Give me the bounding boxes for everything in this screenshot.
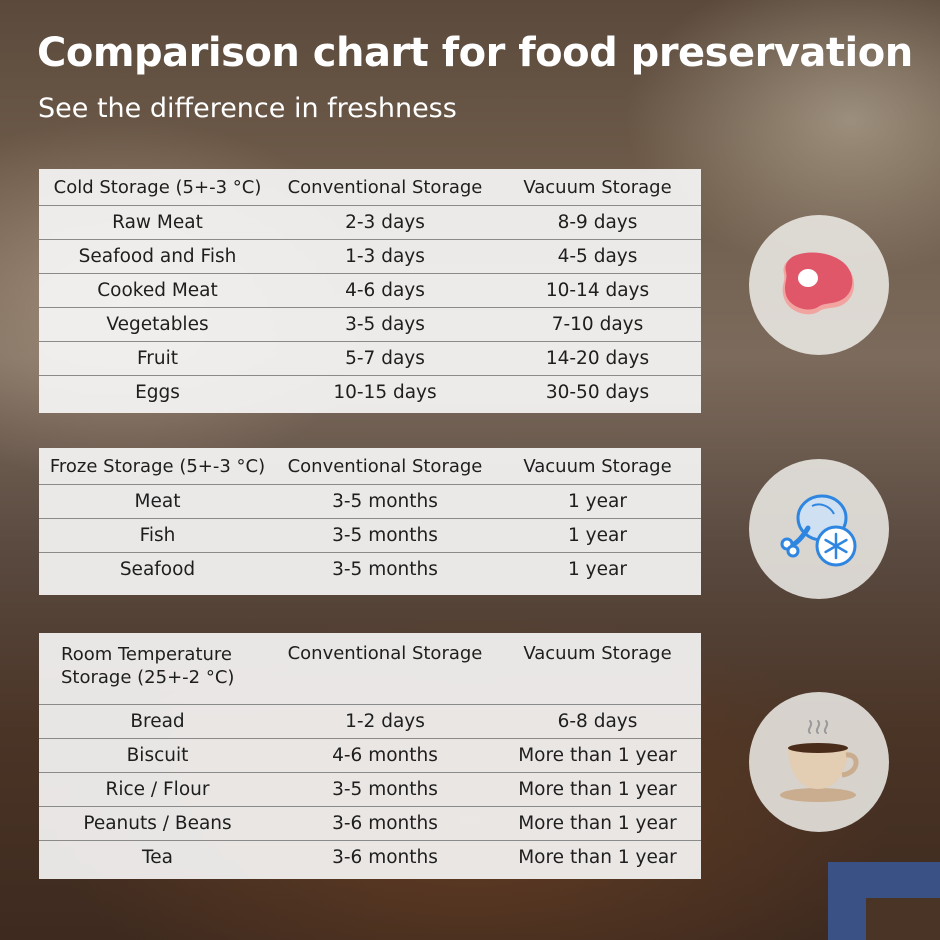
- conventional-duration: 3-5 months: [332, 779, 438, 800]
- vacuum-duration: 8-9 days: [557, 212, 638, 233]
- column-header-conventional: Conventional Storage: [287, 455, 483, 477]
- table-header-row: Room Temperature Storage (25+-2 °C) Conv…: [39, 633, 701, 704]
- coffee-cup-icon: [780, 720, 859, 802]
- vacuum-duration: 1 year: [568, 559, 627, 580]
- page-subtitle: See the difference in freshness: [38, 93, 457, 124]
- page-title: Comparison chart for food preservation: [37, 30, 913, 76]
- food-name: Fruit: [136, 348, 179, 369]
- vacuum-duration: 6-8 days: [557, 711, 638, 732]
- vacuum-duration: 7-10 days: [551, 314, 644, 335]
- food-name: Tea: [142, 847, 173, 868]
- table-row: Raw Meat 2-3 days 8-9 days: [39, 205, 701, 239]
- vacuum-duration: 10-14 days: [545, 280, 650, 301]
- table-row: Rice / Flour 3-5 months More than 1 year: [39, 772, 701, 806]
- frozen-meat-snowflake-icon: [780, 494, 857, 567]
- food-name: Vegetables: [106, 314, 209, 335]
- table-row: Seafood 3-5 months 1 year: [39, 552, 701, 586]
- steak-icon: [782, 252, 855, 315]
- vacuum-duration: More than 1 year: [518, 813, 677, 834]
- frozen-meat-icon-badge: [749, 459, 889, 599]
- column-header-vacuum: Vacuum Storage: [523, 643, 672, 664]
- table-header-row: Froze Storage (5+-3 °C) Conventional Sto…: [39, 448, 701, 484]
- food-name: Bread: [130, 711, 185, 732]
- vacuum-duration: 1 year: [568, 491, 627, 512]
- vacuum-duration: More than 1 year: [518, 847, 677, 868]
- table-row: Cooked Meat 4-6 days 10-14 days: [39, 273, 701, 307]
- table-row: Eggs 10-15 days 30-50 days: [39, 375, 701, 409]
- vacuum-duration: 14-20 days: [545, 348, 650, 369]
- conventional-duration: 10-15 days: [333, 382, 437, 403]
- table-row: Meat 3-5 months 1 year: [39, 484, 701, 518]
- table-row: Seafood and Fish 1-3 days 4-5 days: [39, 239, 701, 273]
- conventional-duration: 5-7 days: [345, 348, 425, 369]
- food-name: Rice / Flour: [105, 779, 210, 800]
- table-row: Biscuit 4-6 months More than 1 year: [39, 738, 701, 772]
- vacuum-duration: More than 1 year: [518, 779, 677, 800]
- column-header-category: Cold Storage (5+-3 °C): [53, 176, 262, 198]
- food-name: Cooked Meat: [97, 280, 218, 301]
- table-header-row: Cold Storage (5+-3 °C) Conventional Stor…: [39, 169, 701, 205]
- vacuum-duration: 4-5 days: [557, 246, 638, 267]
- column-header-category: Room Temperature Storage (25+-2 °C): [61, 644, 235, 688]
- food-name: Raw Meat: [112, 212, 203, 233]
- conventional-duration: 1-2 days: [345, 711, 425, 732]
- conventional-duration: 3-5 days: [345, 314, 425, 335]
- conventional-duration: 3-6 months: [332, 813, 438, 834]
- column-header-vacuum: Vacuum Storage: [523, 176, 672, 198]
- food-name: Seafood and Fish: [78, 246, 237, 267]
- room-temperature-storage-table: Room Temperature Storage (25+-2 °C) Conv…: [39, 633, 701, 879]
- frozen-storage-table: Froze Storage (5+-3 °C) Conventional Sto…: [39, 448, 701, 595]
- coffee-icon-badge: [749, 692, 889, 832]
- food-name: Fish: [139, 525, 176, 546]
- conventional-duration: 3-5 months: [332, 491, 438, 512]
- table-row: Fish 3-5 months 1 year: [39, 518, 701, 552]
- table-row: Vegetables 3-5 days 7-10 days: [39, 307, 701, 341]
- food-name: Seafood: [119, 559, 196, 580]
- food-name: Biscuit: [126, 745, 189, 766]
- food-name: Eggs: [135, 382, 180, 403]
- vacuum-duration: 30-50 days: [545, 382, 650, 403]
- food-name: Meat: [134, 491, 181, 512]
- conventional-duration: 4-6 days: [345, 280, 425, 301]
- vacuum-duration: 1 year: [568, 525, 627, 546]
- vacuum-duration: More than 1 year: [518, 745, 677, 766]
- cold-storage-table: Cold Storage (5+-3 °C) Conventional Stor…: [39, 169, 701, 413]
- table-row: Tea 3-6 months More than 1 year: [39, 840, 701, 874]
- table-row: Peanuts / Beans 3-6 months More than 1 y…: [39, 806, 701, 840]
- steak-icon-badge: [749, 215, 889, 355]
- conventional-duration: 3-5 months: [332, 525, 438, 546]
- conventional-duration: 3-6 months: [332, 847, 438, 868]
- conventional-duration: 1-3 days: [345, 246, 425, 267]
- table-row: Fruit 5-7 days 14-20 days: [39, 341, 701, 375]
- column-header-category: Froze Storage (5+-3 °C): [49, 455, 266, 477]
- table-row: Bread 1-2 days 6-8 days: [39, 704, 701, 738]
- food-name: Peanuts / Beans: [83, 813, 232, 834]
- conventional-duration: 3-5 months: [332, 559, 438, 580]
- decorative-frame-inner: [866, 898, 940, 940]
- column-header-vacuum: Vacuum Storage: [523, 455, 672, 477]
- column-header-conventional: Conventional Storage: [287, 176, 483, 198]
- column-header-conventional: Conventional Storage: [287, 643, 483, 664]
- conventional-duration: 4-6 months: [332, 745, 438, 766]
- conventional-duration: 2-3 days: [345, 212, 425, 233]
